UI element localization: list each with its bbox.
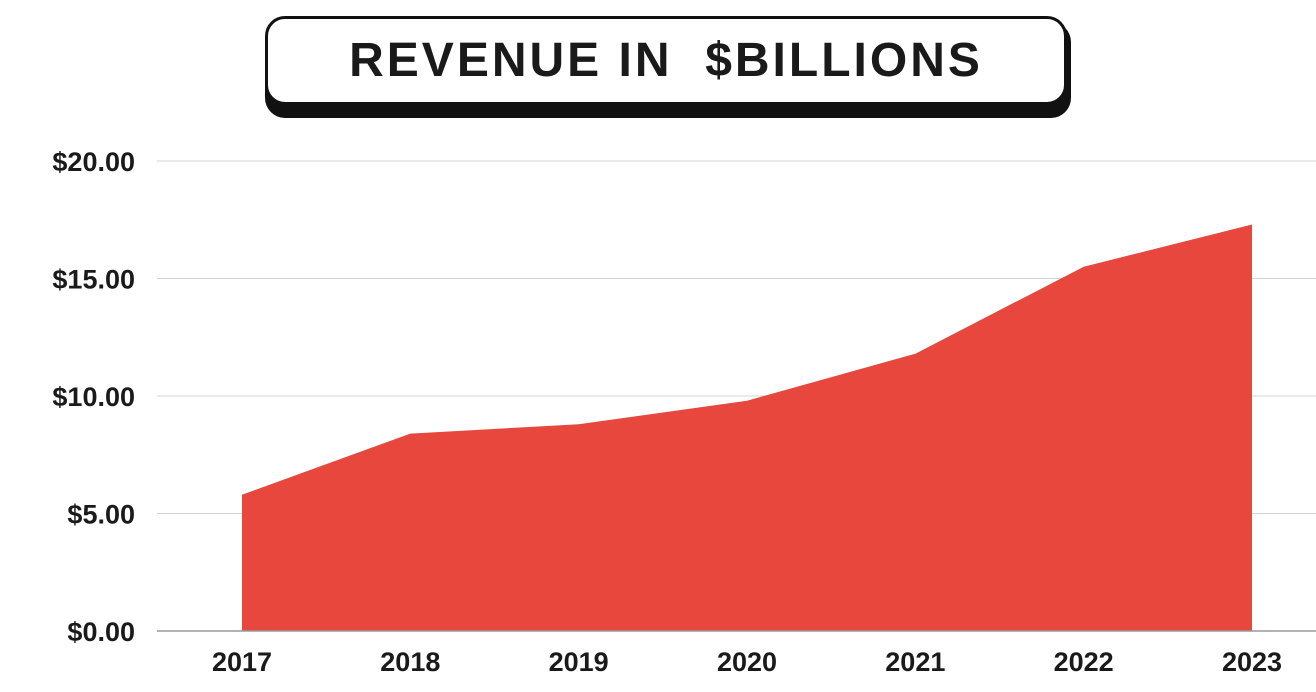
area-series xyxy=(242,224,1252,631)
y-tick-label: $0.00 xyxy=(67,617,135,647)
x-axis-tick-labels: 2017 2018 2019 2020 2021 2022 2023 xyxy=(212,647,1282,677)
y-tick-label: $5.00 xyxy=(67,500,135,530)
x-tick-label: 2021 xyxy=(885,647,945,677)
x-tick-label: 2022 xyxy=(1054,647,1114,677)
title-box: REVENUE IN $BILLIONS xyxy=(265,16,1067,105)
x-tick-label: 2017 xyxy=(212,647,272,677)
y-axis-tick-labels: $0.00 $5.00 $10.00 $15.00 $20.00 xyxy=(52,147,135,647)
chart-title: REVENUE IN $BILLIONS xyxy=(349,34,983,87)
x-tick-label: 2023 xyxy=(1222,647,1282,677)
x-tick-label: 2020 xyxy=(717,647,777,677)
y-tick-label: $10.00 xyxy=(52,382,135,412)
x-tick-label: 2019 xyxy=(549,647,609,677)
y-tick-label: $20.00 xyxy=(52,147,135,177)
y-tick-label: $15.00 xyxy=(52,265,135,295)
area-fill xyxy=(242,224,1252,631)
x-tick-label: 2018 xyxy=(380,647,440,677)
